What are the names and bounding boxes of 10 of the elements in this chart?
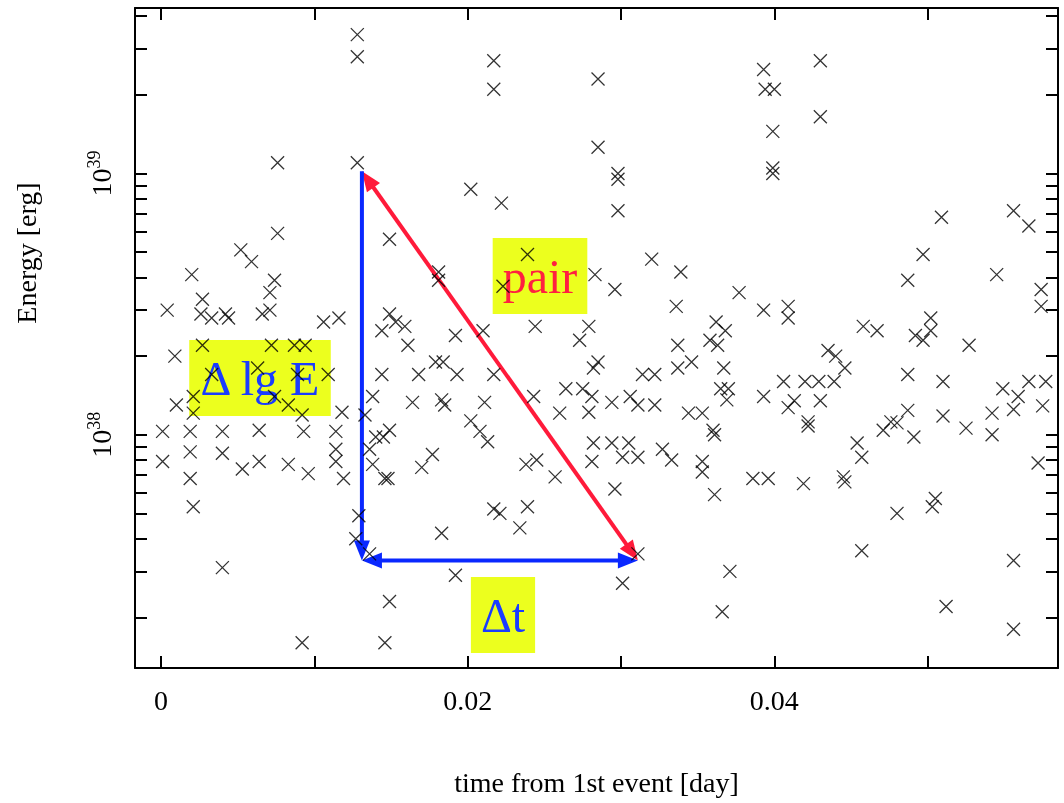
y-tick-label: 1039 xyxy=(84,150,117,197)
y-tick-label: 1038 xyxy=(84,411,117,458)
annotation: pair xyxy=(502,249,578,303)
x-axis-title: time from 1st event [day] xyxy=(454,766,739,798)
x-tick-label: 0.04 xyxy=(749,684,799,716)
annotation: Δ lg E xyxy=(200,351,320,405)
x-tick-label: 0 xyxy=(154,684,169,716)
y-axis-title: Energy [erg] xyxy=(10,182,42,324)
x-tick-label: 0.02 xyxy=(443,684,493,716)
annotation: Δt xyxy=(480,588,526,642)
